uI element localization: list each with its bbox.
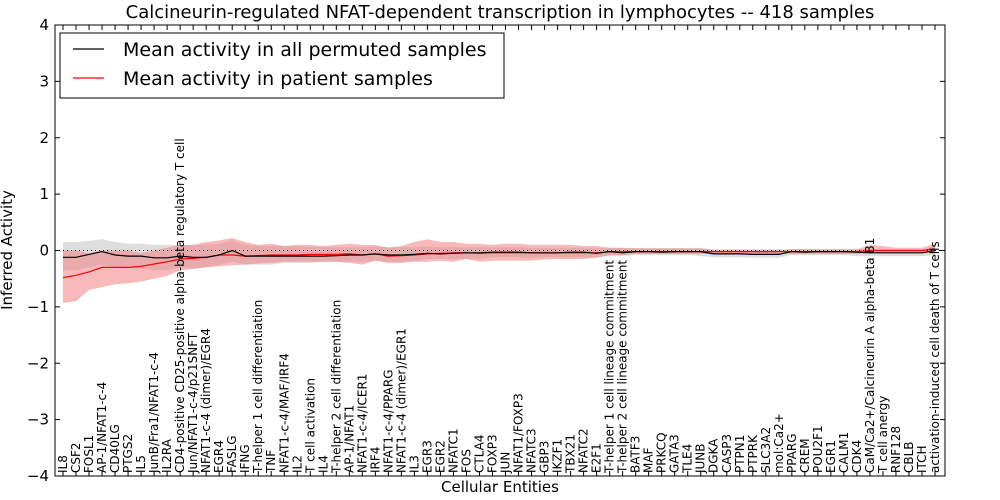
x-tick-label: NFAT1-c-4 (dimer)/EGR1 <box>394 328 408 473</box>
legend: Mean activity in all permuted samples Me… <box>59 32 505 99</box>
legend-label-patient: Mean activity in patient samples <box>123 68 433 90</box>
x-tick-label: TNF <box>264 450 278 474</box>
x-tick-label: T cell activation <box>303 378 317 474</box>
x-tick-label: BATF3 <box>629 436 643 473</box>
patient-confidence-band <box>63 238 935 303</box>
y-tick-label: −2 <box>27 354 49 372</box>
x-tick-label: TBX21 <box>564 434 578 474</box>
x-tick-label: DGKA <box>707 438 721 473</box>
x-tick-label: JUNB <box>694 443 708 474</box>
legend-label-permuted: Mean activity in all permuted samples <box>123 39 486 61</box>
x-tick-label: IFNG <box>238 444 252 473</box>
x-tick-label: NFATC2 <box>577 428 591 473</box>
x-tick-label: FASLG <box>225 435 239 473</box>
x-tick-label: E2F1 <box>590 443 604 473</box>
x-tick-label: CaM/Ca2+/Calcineurin A alpha-beta B1 <box>863 238 877 473</box>
x-tick-label: RNF128 <box>889 426 903 473</box>
plot-area: −4 −3 −2 −1 0 1 2 3 4 IL8 CSF2 FOSL1 AP-1/NFAT1-c-4… <box>27 16 946 485</box>
y-tick-label: 1 <box>39 185 49 203</box>
x-tick-label: T-helper 1 cell differentiation <box>251 300 265 474</box>
x-axis-ticks: IL8 CSF2 FOSL1 AP-1/NFAT1-c-4 CD40LG PTGS2 IL5… <box>56 25 942 476</box>
x-tick-label: ITCH <box>915 445 929 473</box>
series-lines <box>62 248 936 279</box>
x-tick-label: NFAT1-c-4 (dimer)/EGR4 <box>199 328 213 473</box>
x-tick-label: TLE4 <box>681 444 695 474</box>
x-tick-label: GATA3 <box>668 434 682 473</box>
x-tick-label: EGR1 <box>824 440 838 473</box>
x-tick-label: Jun/NFAT1-c-4/p21SNFT <box>186 332 200 474</box>
x-tick-label: T cell anergy <box>876 396 890 474</box>
x-tick-label: NFAT1-c-4/ICER1 <box>355 374 369 473</box>
chart-title: Calcineurin-regulated NFAT-dependent tra… <box>126 2 875 23</box>
y-tick-label: 3 <box>39 72 49 90</box>
x-tick-label: FOXP3 <box>485 434 499 473</box>
x-tick-label: IL2 <box>290 455 304 473</box>
x-tick-label: FOSL1 <box>82 435 96 473</box>
x-tick-label: NFAT1-c-4/PPARG <box>381 369 395 473</box>
x-tick-label: mol:Ca2+ <box>772 413 786 473</box>
x-tick-label: EGR3 <box>420 440 434 473</box>
x-tick-label: IRF4 <box>368 447 382 473</box>
x-tick-label: IL5 <box>134 455 148 473</box>
x-tick-label: NFAT1/FOXP3 <box>512 393 526 473</box>
x-tick-label: AP-1/NFAT1 <box>342 405 356 473</box>
x-tick-label: IKZF1 <box>551 439 565 473</box>
y-tick-label: 2 <box>39 129 49 147</box>
y-axis-label: Inferred Activity <box>0 190 16 310</box>
x-tick-label: PPARG <box>785 433 799 473</box>
x-tick-label: CSF2 <box>69 442 83 473</box>
x-tick-label: NFAT1-c-4/MAF/IRF4 <box>277 353 291 473</box>
x-tick-label: POU2F1 <box>811 425 825 473</box>
x-tick-label: IL3 <box>407 455 421 473</box>
legend-box <box>59 32 505 99</box>
x-tick-label: PTPRK <box>746 434 760 473</box>
x-tick-label: EGR2 <box>433 440 447 473</box>
x-tick-label: IL2RA <box>160 438 174 473</box>
x-tick-label: SLC3A2 <box>759 427 773 473</box>
x-tick-label: CREM <box>798 438 812 473</box>
x-tick-label: CTLA4 <box>472 434 486 473</box>
x-tick-label: T-helper 2 cell lineage commitment <box>616 260 630 474</box>
x-tick-label: PRKCQ <box>655 432 669 473</box>
x-tick-label: CD40LG <box>108 424 122 473</box>
x-tick-label: T-helper 1 cell lineage commitment <box>603 260 617 474</box>
y-tick-label: −3 <box>27 411 49 429</box>
x-tick-label: JunB/Fra1/NFAT1-c-4 <box>147 352 161 474</box>
x-tick-label: IL4 <box>316 455 330 473</box>
x-tick-label: EGR4 <box>212 440 226 473</box>
x-tick-label: CDK4 <box>850 440 864 473</box>
x-tick-label: JUN <box>499 452 513 474</box>
confidence-bands <box>63 238 935 303</box>
y-tick-label: −4 <box>27 467 49 485</box>
x-axis-label: Cellular Entities <box>441 478 559 496</box>
x-tick-label: IL8 <box>56 455 70 473</box>
x-tick-label: activation-induced cell death of T cells <box>928 241 942 473</box>
x-tick-label: NFATC3 <box>525 428 539 473</box>
x-tick-label: CALM1 <box>837 432 851 473</box>
x-tick-label: CBLB <box>902 441 916 473</box>
x-tick-label: CASP3 <box>720 434 734 473</box>
x-tick-label: MAF <box>642 447 656 473</box>
x-tick-label: PTGS2 <box>121 434 135 473</box>
x-tick-label: GBP3 <box>538 441 552 473</box>
x-tick-label: CD4-positive CD25-positive alpha-beta re… <box>173 138 187 473</box>
x-tick-label: FOS <box>459 449 473 473</box>
y-tick-label: 4 <box>39 16 49 34</box>
x-tick-label: NFATC1 <box>446 428 460 473</box>
y-tick-label: −1 <box>27 298 49 316</box>
x-tick-label: AP-1/NFAT1-c-4 <box>95 382 109 473</box>
y-axis-ticks: −4 −3 −2 −1 0 1 2 3 4 <box>27 16 945 485</box>
x-tick-label: T-helper 2 cell differentiation <box>329 300 343 474</box>
y-tick-label: 0 <box>39 242 49 260</box>
x-tick-label: PTPN1 <box>733 435 747 473</box>
permuted-mean-line <box>63 249 936 259</box>
